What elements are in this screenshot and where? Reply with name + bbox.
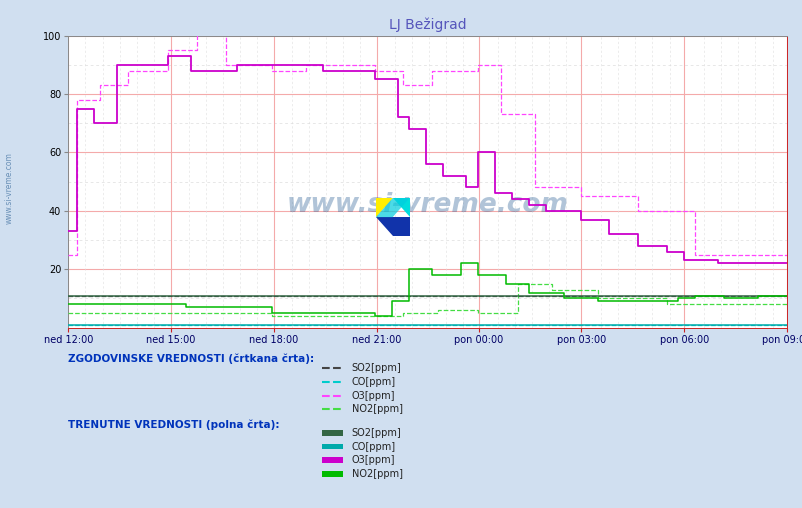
Text: O3[ppm]: O3[ppm] — [351, 391, 395, 401]
Polygon shape — [375, 198, 409, 217]
Text: O3[ppm]: O3[ppm] — [351, 455, 395, 465]
Bar — [322, 457, 342, 463]
Bar — [322, 430, 342, 436]
Bar — [322, 471, 342, 477]
Polygon shape — [375, 217, 409, 236]
Text: SO2[ppm]: SO2[ppm] — [351, 363, 401, 373]
Text: CO[ppm]: CO[ppm] — [351, 377, 395, 387]
Polygon shape — [375, 198, 392, 217]
Text: ZGODOVINSKE VREDNOSTI (črtkana črta):: ZGODOVINSKE VREDNOSTI (črtkana črta): — [68, 353, 314, 364]
Text: SO2[ppm]: SO2[ppm] — [351, 428, 401, 438]
Polygon shape — [392, 198, 409, 217]
Text: CO[ppm]: CO[ppm] — [351, 441, 395, 452]
Text: www.si-vreme.com: www.si-vreme.com — [5, 152, 14, 224]
Text: NO2[ppm]: NO2[ppm] — [351, 469, 403, 479]
Text: www.si-vreme.com: www.si-vreme.com — [286, 192, 568, 218]
Title: LJ Bežigrad: LJ Bežigrad — [388, 17, 466, 31]
Text: TRENUTNE VREDNOSTI (polna črta):: TRENUTNE VREDNOSTI (polna črta): — [68, 419, 279, 430]
Bar — [322, 443, 342, 450]
Text: NO2[ppm]: NO2[ppm] — [351, 404, 403, 415]
